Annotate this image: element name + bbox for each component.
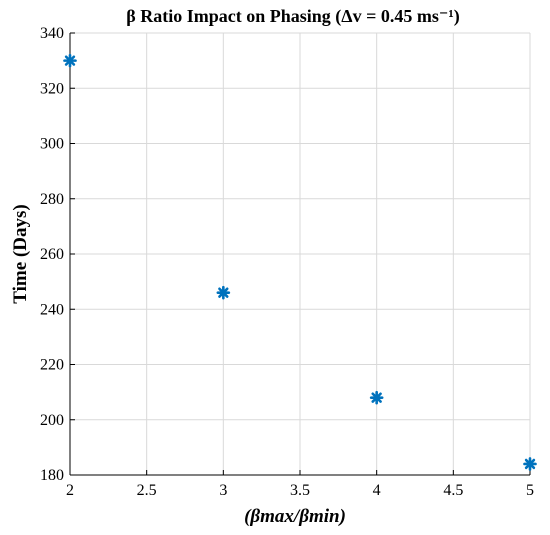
x-tick-label: 4	[373, 482, 381, 499]
data-point	[369, 390, 384, 405]
x-tick-label: 3.5	[290, 482, 310, 499]
x-axis-label: (βmax/βmin)	[244, 506, 346, 527]
x-tick-label: 2	[66, 482, 74, 499]
y-tick-label: 180	[40, 467, 64, 484]
x-tick-label: 5	[526, 482, 534, 499]
y-tick-label: 300	[40, 136, 64, 153]
x-tick-label: 2.5	[137, 482, 157, 499]
tick-labels: 2 2.5 3 3.5 4 4.5 5 180 200 220 240 260 280 300 320 340	[40, 25, 534, 499]
data-points	[63, 53, 537, 471]
y-tick-label: 240	[40, 301, 64, 318]
y-tick-label: 280	[40, 191, 64, 208]
y-axis-label: Time (Days)	[10, 204, 31, 303]
data-point	[523, 457, 537, 471]
y-tick-label: 200	[40, 412, 64, 429]
y-tick-label: 340	[40, 25, 64, 42]
y-tick-label: 320	[40, 80, 64, 97]
grid	[69, 32, 531, 476]
y-tick-label: 260	[40, 246, 64, 263]
x-tick-label: 3	[219, 482, 227, 499]
x-tick-label: 4.5	[443, 482, 463, 499]
y-tick-label: 220	[40, 357, 64, 374]
chart-title: β Ratio Impact on Phasing (Δv = 0.45 ms⁻…	[126, 6, 459, 27]
data-point	[63, 53, 77, 68]
data-point	[216, 285, 231, 300]
